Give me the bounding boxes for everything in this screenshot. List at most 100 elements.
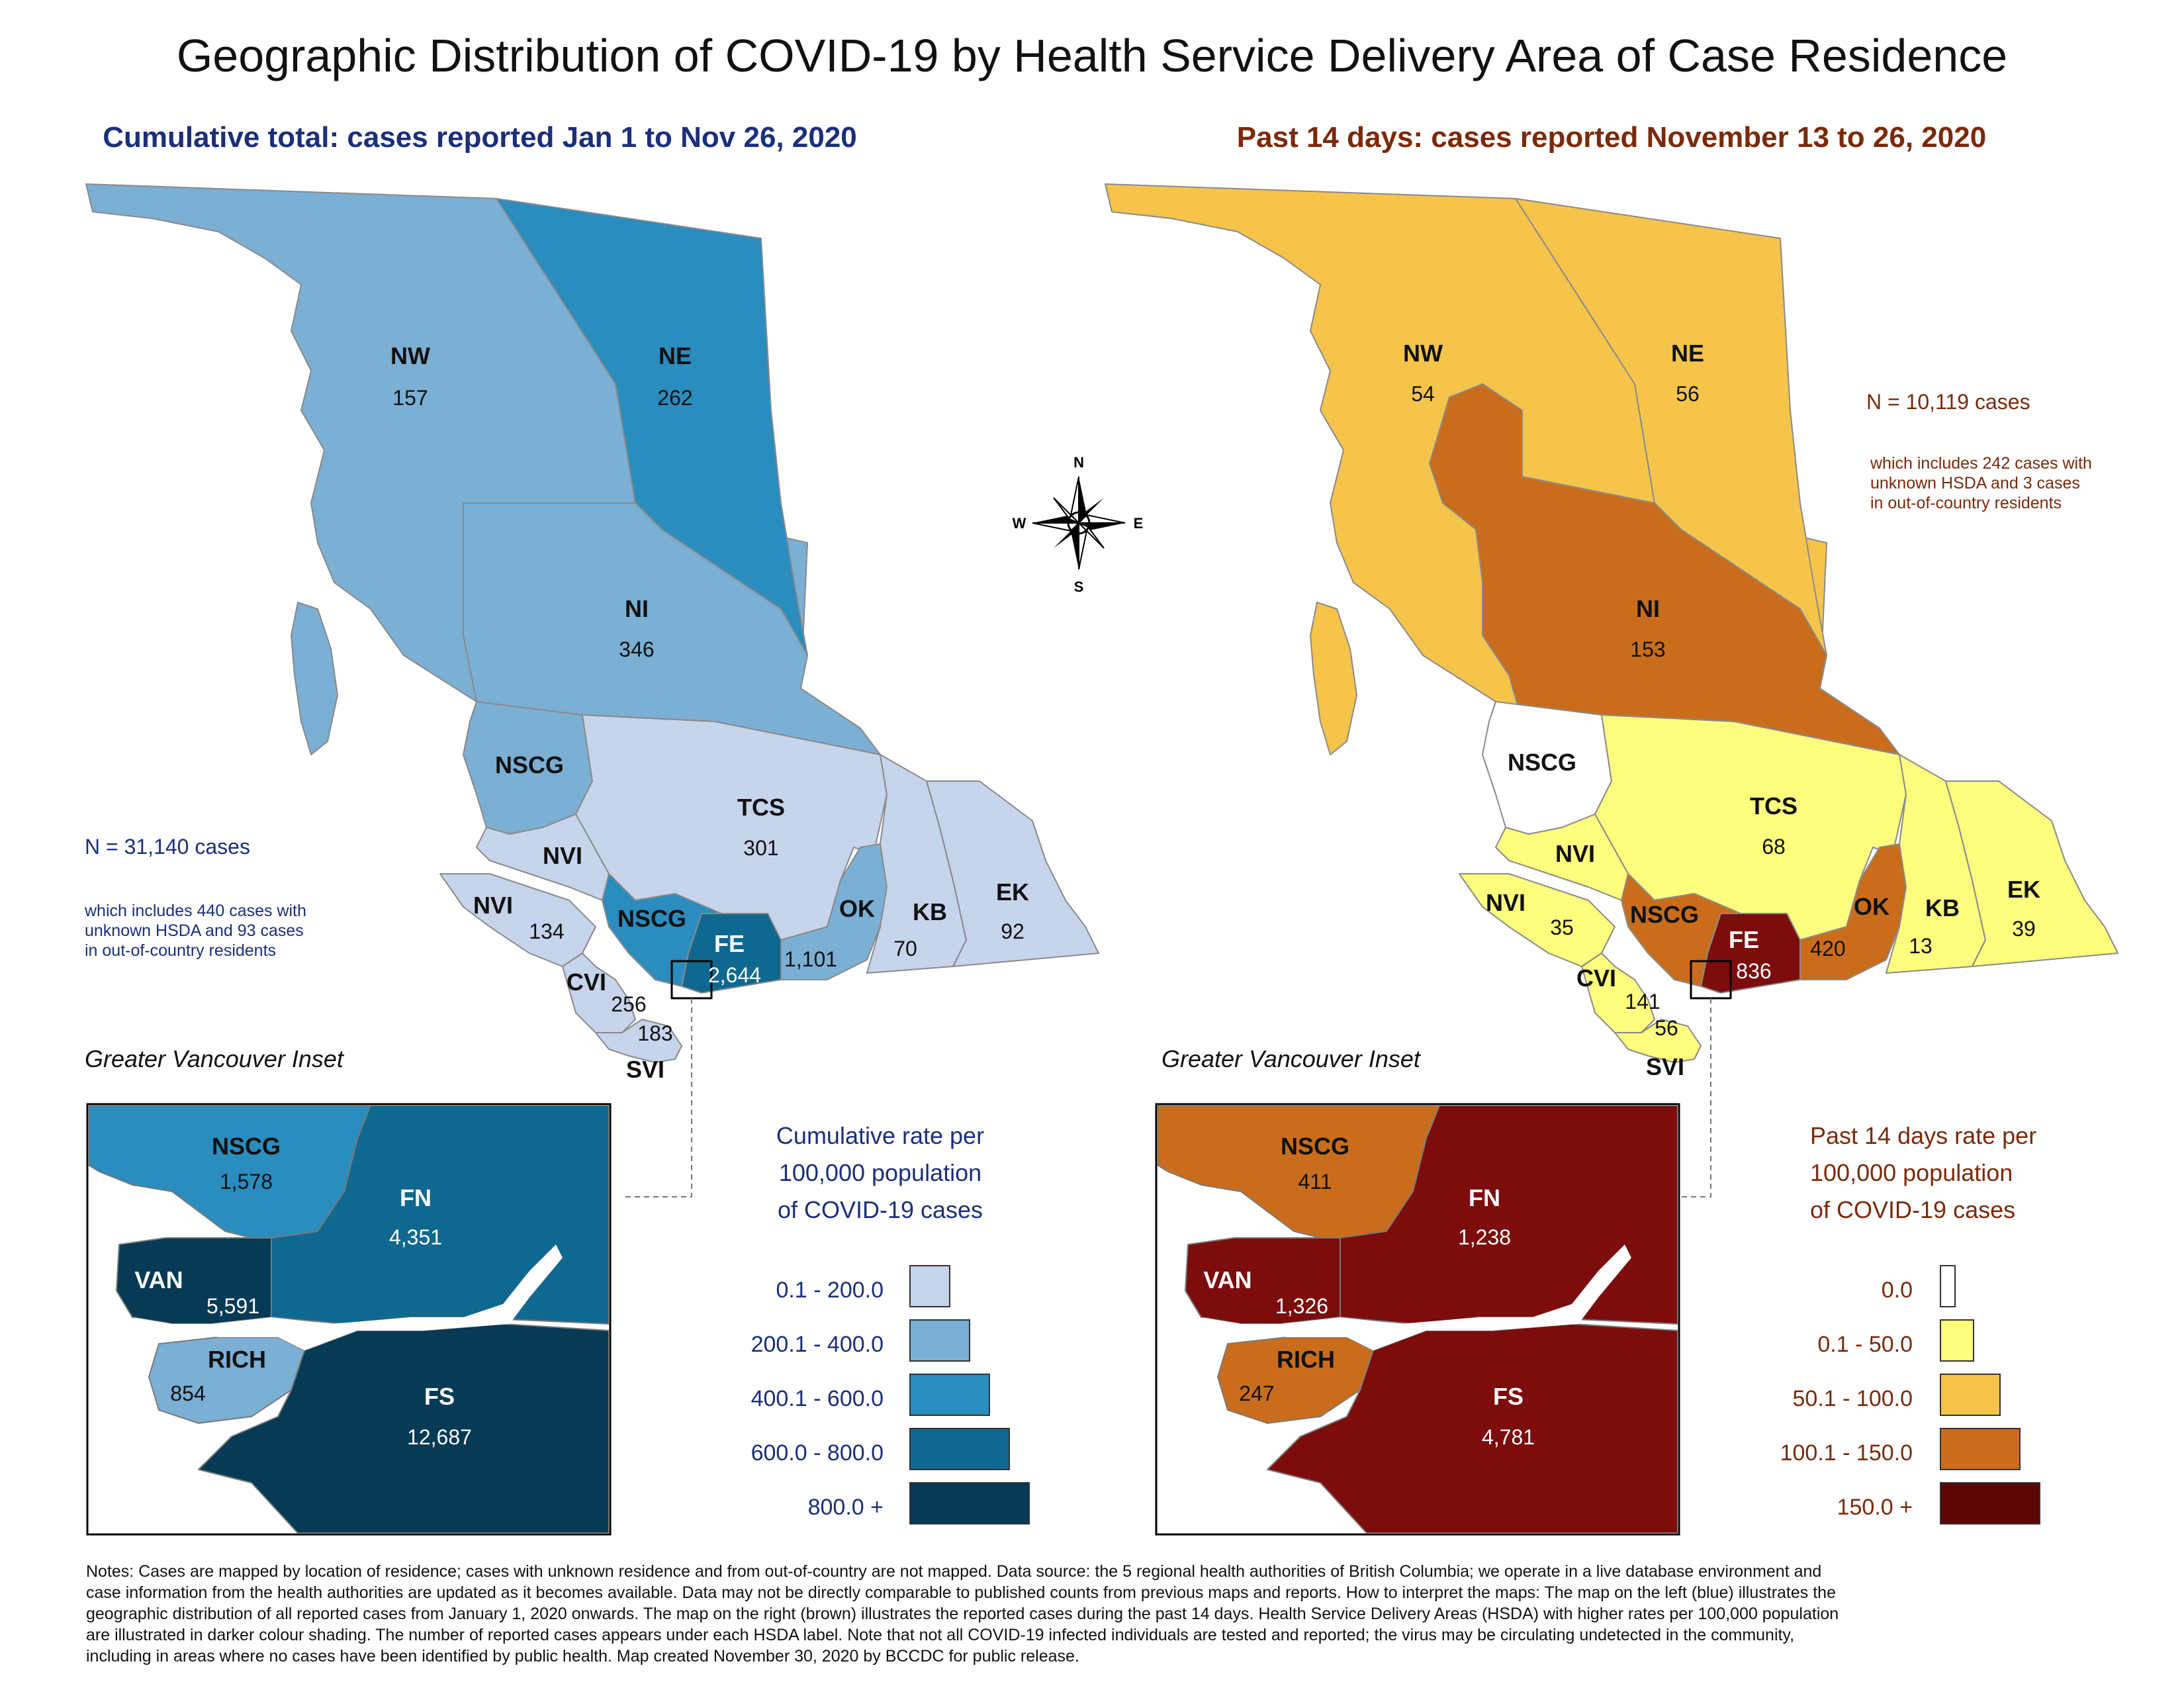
right-value-cvi: 141 bbox=[1625, 990, 1660, 1013]
inset-label-van: VAN bbox=[134, 1266, 183, 1293]
label-svi: SVI bbox=[626, 1056, 664, 1083]
right-legend-label-2: 0.1 - 50.0 bbox=[1817, 1332, 1913, 1357]
right-legend-label-1: 0.0 bbox=[1882, 1278, 1913, 1303]
value-svi: 183 bbox=[637, 1021, 672, 1045]
right-note-line-3: in out-of-country residents bbox=[1870, 494, 2062, 512]
left-note-line-3: in out-of-country residents bbox=[85, 941, 276, 960]
inset-label-fs: FS bbox=[424, 1383, 455, 1410]
label-tcs: TCS bbox=[737, 794, 785, 821]
right-legend-swatch-2 bbox=[1940, 1319, 1974, 1362]
label-kb: KB bbox=[913, 898, 947, 925]
inset-region-fn bbox=[271, 1105, 610, 1325]
right-label-nw: NW bbox=[1403, 340, 1443, 367]
label-nw: NW bbox=[390, 342, 430, 369]
footnotes: Notes: Cases are mapped by location of r… bbox=[86, 1562, 1839, 1665]
value-cvi: 256 bbox=[611, 992, 646, 1016]
right-inset: NSCG 411 FN 1,238 VAN 1,326 RICH 247 FS … bbox=[1155, 1103, 1680, 1536]
compass-n: N bbox=[1073, 454, 1084, 471]
right-subtitle: Past 14 days: cases reported November 13… bbox=[1237, 121, 1986, 154]
right-inset-label-rich: RICH bbox=[1277, 1346, 1335, 1373]
label-fe: FE bbox=[714, 930, 745, 957]
right-legend-swatch-1 bbox=[1940, 1265, 1956, 1307]
right-label-kb: KB bbox=[1925, 894, 1960, 921]
value-ne: 262 bbox=[657, 386, 692, 410]
right-label-nvi: NVI bbox=[1486, 889, 1525, 916]
right-label-fe: FE bbox=[1729, 926, 1759, 953]
right-region-ek bbox=[1945, 780, 2118, 967]
left-legend-title-3: of COVID-19 cases bbox=[778, 1196, 983, 1223]
left-legend-label-1: 0.1 - 200.0 bbox=[776, 1278, 884, 1303]
right-inset-leader-line bbox=[1668, 998, 1711, 1197]
left-total: N = 31,140 cases bbox=[85, 835, 250, 859]
value-nw: 157 bbox=[392, 386, 428, 410]
label-ne: NE bbox=[659, 342, 692, 369]
right-inset-region-fn bbox=[1340, 1105, 1678, 1325]
inset-label-rich: RICH bbox=[208, 1346, 266, 1373]
left-legend-label-2: 200.1 - 400.0 bbox=[751, 1332, 884, 1357]
right-legend-swatch-5 bbox=[1940, 1482, 2040, 1524]
right-value-kb: 13 bbox=[1909, 934, 1933, 958]
left-legend-swatch-5 bbox=[909, 1482, 1030, 1524]
right-inset-value-van: 1,326 bbox=[1275, 1294, 1328, 1318]
region-ek bbox=[926, 780, 1099, 967]
left-legend-swatch-1 bbox=[909, 1265, 950, 1307]
compass-rose: N S E W bbox=[1013, 454, 1144, 595]
label-ok: OK bbox=[839, 895, 875, 922]
right-inset-label-nscg: NSCG bbox=[1281, 1133, 1349, 1160]
right-label-tcs: TCS bbox=[1750, 792, 1797, 820]
label-cvi: CVI bbox=[567, 968, 606, 996]
right-label-ne: NE bbox=[1671, 340, 1704, 367]
right-inset-value-fn: 1,238 bbox=[1458, 1225, 1511, 1249]
right-legend-label-5: 150.0 + bbox=[1837, 1495, 1913, 1520]
right-value-ni: 153 bbox=[1630, 637, 1665, 661]
right-label-ni: NI bbox=[1636, 595, 1660, 622]
right-value-nvi: 35 bbox=[1550, 915, 1574, 939]
value-tcs: 301 bbox=[743, 836, 778, 860]
value-fe: 2,644 bbox=[708, 963, 761, 987]
right-legend-title-3: of COVID-19 cases bbox=[1810, 1196, 2015, 1223]
value-kb: 70 bbox=[893, 937, 917, 961]
left-subtitle: Cumulative total: cases reported Jan 1 t… bbox=[103, 121, 857, 154]
left-note-line-2: unknown HSDA and 93 cases bbox=[85, 921, 304, 940]
right-note-line-1: which includes 242 cases with bbox=[1870, 454, 2092, 473]
inset-label-nscg: NSCG bbox=[212, 1133, 281, 1160]
right-region-svi bbox=[1614, 1019, 1702, 1063]
left-legend-swatch-4 bbox=[909, 1428, 1010, 1470]
inset-leader-line bbox=[622, 998, 692, 1197]
right-region-ok bbox=[1799, 843, 1907, 980]
left-legend: Cumulative rate per 100,000 population o… bbox=[751, 1122, 1030, 1524]
haida-gwaii-island bbox=[291, 602, 338, 755]
footnote-line-1: Notes: Cases are mapped by location of r… bbox=[86, 1562, 1821, 1581]
right-inset-water bbox=[1201, 1244, 1631, 1350]
left-note-line-1: which includes 440 cases with bbox=[84, 902, 306, 920]
right-value-ok: 420 bbox=[1810, 937, 1845, 961]
left-inset: NSCG 1,578 FN 4,351 VAN 5,591 RICH 854 F… bbox=[86, 1103, 612, 1536]
inset-label-fn: FN bbox=[400, 1184, 432, 1211]
left-legend-label-5: 800.0 + bbox=[808, 1495, 884, 1520]
footnote-line-4: are illustrated in darker colour shading… bbox=[86, 1626, 1794, 1644]
right-legend-label-4: 100.1 - 150.0 bbox=[1780, 1440, 1913, 1466]
region-cvi bbox=[562, 953, 636, 1033]
right-inset-label-fn: FN bbox=[1469, 1184, 1500, 1211]
right-label-cvi: CVI bbox=[1576, 964, 1616, 992]
right-region-nvi-upper bbox=[1495, 814, 1629, 901]
inset-value-fs: 12,687 bbox=[407, 1425, 472, 1449]
left-legend-label-3: 400.1 - 600.0 bbox=[751, 1386, 884, 1411]
compass-s: S bbox=[1074, 579, 1084, 595]
region-svi bbox=[595, 1019, 682, 1063]
right-label-nscg-south: NSCG bbox=[1630, 901, 1699, 928]
right-region-ni bbox=[1429, 383, 1900, 755]
right-value-fe: 836 bbox=[1736, 959, 1771, 983]
left-legend-title-2: 100,000 population bbox=[779, 1159, 981, 1186]
label-ek: EK bbox=[996, 878, 1029, 906]
right-label-ek: EK bbox=[2007, 876, 2040, 903]
left-legend-swatch-3 bbox=[909, 1374, 990, 1416]
right-legend-title-1: Past 14 days rate per bbox=[1810, 1122, 2036, 1149]
footnote-line-2: case information from the health authori… bbox=[86, 1583, 1836, 1602]
value-ek: 92 bbox=[1001, 919, 1024, 943]
right-value-svi: 56 bbox=[1655, 1016, 1678, 1040]
compass-e: E bbox=[1134, 515, 1144, 532]
footnote-line-5: including in areas where no cases have b… bbox=[86, 1647, 1079, 1665]
right-inset-title: Greater Vancouver Inset bbox=[1161, 1045, 1422, 1072]
